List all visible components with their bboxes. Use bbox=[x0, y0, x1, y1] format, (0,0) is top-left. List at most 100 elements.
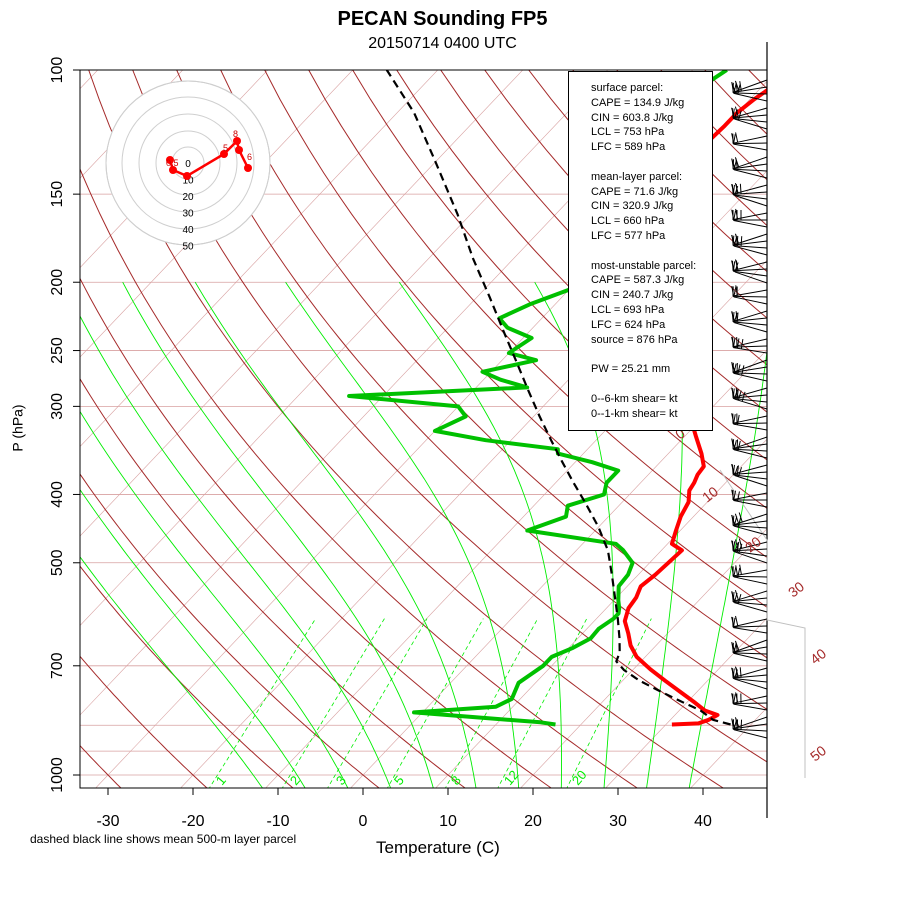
wind-barb bbox=[734, 185, 768, 207]
wind-barb bbox=[733, 592, 768, 613]
moist-adiabat-line bbox=[80, 410, 349, 788]
moist-adiabat-line bbox=[122, 281, 434, 788]
y-tick-label: 400 bbox=[49, 481, 66, 508]
wind-barb bbox=[732, 133, 768, 145]
y-tick-label: 700 bbox=[49, 652, 66, 679]
moist-adiabat-line bbox=[646, 282, 683, 788]
isotherm-line bbox=[520, 528, 767, 788]
wind-barb bbox=[732, 617, 768, 634]
wind-barb bbox=[733, 719, 768, 739]
hodograph-point bbox=[244, 164, 252, 172]
wind-barb bbox=[732, 413, 768, 425]
y-tick-label: 300 bbox=[49, 393, 66, 420]
hodograph-point bbox=[166, 156, 174, 164]
wind-barb bbox=[732, 668, 768, 683]
hodograph-ring-label: 30 bbox=[182, 209, 194, 220]
moist-adiabat-line bbox=[80, 315, 392, 788]
hodograph-point bbox=[169, 166, 177, 174]
most-unstable-source: source = 876 hPa bbox=[591, 333, 678, 346]
parcel-info-box: surface parcel: CAPE = 134.9 J/kg CIN = … bbox=[568, 71, 713, 431]
wind-barb bbox=[732, 362, 768, 375]
y-tick-label: 500 bbox=[49, 549, 66, 576]
x-tick-label: 40 bbox=[694, 813, 712, 830]
wind-barb bbox=[732, 235, 768, 249]
most-unstable-parcel-header: most-unstable parcel: bbox=[591, 259, 697, 272]
hodograph-ring bbox=[105, 80, 271, 246]
mixing-ratio-line bbox=[208, 618, 316, 788]
wind-barb bbox=[733, 83, 768, 102]
wind-barb bbox=[732, 617, 768, 628]
shear-0-6-km: 0--6-km shear= kt bbox=[591, 392, 678, 405]
wind-barb bbox=[733, 439, 768, 459]
most-unstable-lcl: LCL = 693 hPa bbox=[591, 303, 665, 316]
mixing-ratio-line bbox=[444, 618, 539, 788]
moist-adiabat-line bbox=[534, 281, 614, 788]
hodograph-height-label: 8 bbox=[233, 129, 238, 139]
dry-adiabat-line bbox=[748, 70, 767, 90]
wind-barb bbox=[732, 210, 767, 221]
axes-layer: -30 -20 -10 0 10 20 30 401001502002503004005007… bbox=[49, 57, 712, 830]
surface-lfc: LFC = 589 hPa bbox=[591, 141, 666, 154]
hodograph-height-label: 5 bbox=[223, 143, 228, 153]
wind-barb bbox=[733, 159, 768, 179]
hodograph-ring-label: 20 bbox=[182, 192, 194, 203]
isotherm-line bbox=[80, 70, 524, 537]
hodograph-ring-label: 40 bbox=[182, 225, 194, 236]
wind-barb bbox=[732, 286, 768, 298]
isotherm-line bbox=[690, 707, 767, 788]
x-tick-label: 20 bbox=[524, 813, 542, 830]
wind-barb bbox=[732, 184, 768, 200]
wind-barb bbox=[734, 262, 768, 284]
dry-adiabat-label: 50 bbox=[807, 742, 829, 764]
isotherm-line bbox=[80, 70, 609, 626]
dry-adiabat-line bbox=[264, 70, 767, 608]
isotherm-line bbox=[605, 617, 767, 788]
mixing-ratio-line bbox=[386, 618, 484, 788]
mixing-ratio-line bbox=[281, 618, 385, 788]
hodograph-ring-label: 50 bbox=[182, 242, 194, 253]
wind-barbs bbox=[719, 42, 806, 818]
surface-cin: CIN = 603.8 J/kg bbox=[591, 111, 674, 124]
dry-adiabat-line bbox=[176, 70, 767, 710]
wind-barb bbox=[731, 183, 768, 195]
footnote: dashed black line shows mean 500-m layer… bbox=[30, 832, 297, 846]
wind-barb bbox=[732, 261, 768, 277]
x-tick-label: 0 bbox=[359, 813, 368, 830]
wind-barb bbox=[732, 540, 768, 552]
wind-barb bbox=[734, 389, 768, 410]
hodograph-height-label: 0.5 bbox=[166, 158, 179, 168]
dry-adiabat-line bbox=[80, 277, 552, 788]
dry-adiabat-line bbox=[484, 70, 767, 366]
most-unstable-lfc: LFC = 624 hPa bbox=[591, 318, 666, 331]
wind-barb bbox=[734, 465, 768, 487]
wind-barb bbox=[734, 109, 768, 130]
hodograph: 0 10 20 30 40 50 0.5 5 6 8 bbox=[105, 80, 271, 253]
isotherm-line bbox=[80, 70, 184, 179]
hodograph-point bbox=[183, 172, 191, 180]
hodograph-height-label: 6 bbox=[247, 152, 252, 162]
dry-adiabat-line bbox=[220, 70, 767, 659]
dry-adiabat-label: 20 bbox=[742, 533, 764, 555]
y-tick-label: 150 bbox=[49, 181, 66, 208]
wind-barb bbox=[731, 464, 768, 475]
wind-barb bbox=[733, 363, 768, 382]
wind-barb bbox=[732, 337, 768, 348]
dry-adiabat-line bbox=[80, 377, 466, 788]
wind-barb bbox=[733, 414, 768, 431]
barb-guide-line bbox=[719, 469, 806, 778]
surface-cape: CAPE = 134.9 J/kg bbox=[591, 96, 685, 109]
moist-adiabat-line bbox=[80, 488, 306, 788]
moist-adiabat-line bbox=[285, 281, 520, 788]
x-tick-label: 10 bbox=[439, 813, 457, 830]
wind-barb bbox=[733, 312, 768, 333]
y-axis-label: P (hPa) bbox=[9, 404, 26, 452]
mean-500-m-layer-parcel-line bbox=[385, 70, 731, 726]
moist-adiabat-line bbox=[398, 281, 562, 788]
surface-lcl: LCL = 753 hPa bbox=[591, 126, 665, 139]
dry-adiabat-label: 10 bbox=[699, 483, 721, 505]
wind-barb bbox=[734, 669, 768, 690]
hodograph-point bbox=[233, 137, 241, 145]
mixing-ratio-line bbox=[566, 618, 652, 788]
